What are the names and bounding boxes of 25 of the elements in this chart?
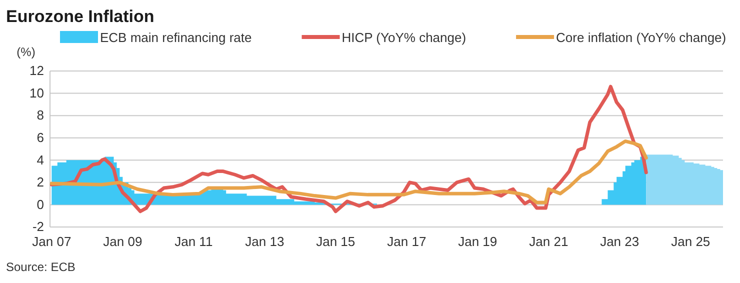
x-tick-label: Jan 15: [316, 234, 356, 250]
y-tick-label: 4: [36, 152, 44, 168]
x-tick-label: Jan 13: [245, 234, 284, 250]
legend-label: HICP (YoY% change): [342, 30, 466, 45]
x-tick-label: Jan 17: [387, 234, 426, 250]
y-tick-label: 0: [36, 196, 44, 212]
chart-title: Eurozone Inflation: [6, 7, 154, 26]
y-tick-label: 6: [36, 130, 44, 146]
y-tick-label: 10: [30, 85, 44, 100]
x-tick-label: Jan 21: [529, 234, 568, 250]
x-tick-label: Jan 23: [600, 234, 640, 250]
source-note: Source: ECB: [6, 260, 76, 274]
y-tick-label: 8: [36, 108, 44, 123]
x-tick-label: Jan 09: [103, 234, 142, 250]
x-tick-label: Jan 25: [671, 234, 710, 250]
x-tick-label: Jan 07: [32, 234, 72, 250]
x-tick-label: Jan 11: [174, 234, 213, 250]
y-axis-title: (%): [16, 45, 36, 59]
line-series: [50, 139, 648, 204]
x-tick-label: Jan 19: [458, 234, 498, 250]
y-tick-label: -2: [32, 219, 44, 234]
y-tick-label: 12: [30, 63, 44, 78]
y-tick-label: 2: [36, 174, 44, 190]
legend-label: ECB main refinancing rate: [100, 30, 252, 45]
legend-label: Core inflation (YoY% change): [556, 30, 726, 45]
